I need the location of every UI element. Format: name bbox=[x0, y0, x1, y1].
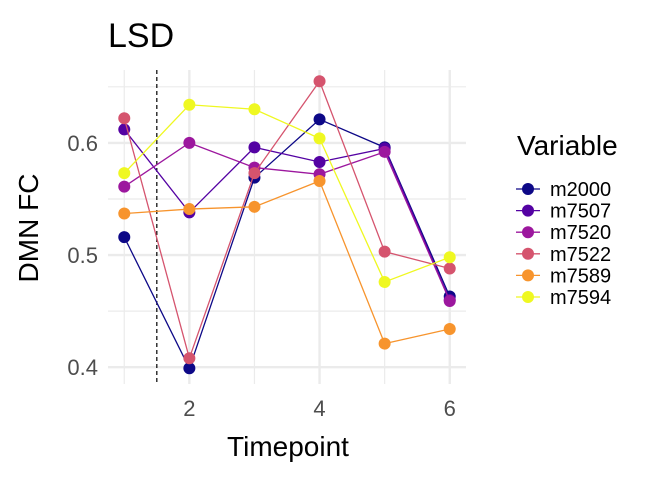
data-point bbox=[118, 123, 131, 136]
data-point bbox=[118, 167, 131, 180]
legend-label: m2000 bbox=[550, 179, 611, 201]
legend-label: m7507 bbox=[550, 201, 611, 223]
data-point bbox=[183, 98, 196, 111]
series-m7507 bbox=[118, 123, 456, 306]
series-line bbox=[123, 79, 450, 361]
data-point bbox=[313, 155, 326, 168]
data-point bbox=[378, 275, 391, 288]
legend-key-point bbox=[522, 247, 534, 260]
data-point bbox=[313, 113, 326, 126]
data-point bbox=[443, 251, 456, 264]
data-point bbox=[118, 207, 131, 220]
legend-key-point bbox=[522, 226, 534, 239]
data-point bbox=[313, 175, 326, 188]
legend-label: m7520 bbox=[550, 222, 611, 244]
y-axis-title: DMN FC bbox=[13, 174, 44, 283]
y-tick-label: 0.5 bbox=[67, 243, 98, 268]
legend-item: m2000 bbox=[516, 179, 611, 201]
data-point bbox=[443, 295, 456, 308]
x-tick-label: 4 bbox=[313, 396, 325, 421]
legend-key-point bbox=[522, 183, 534, 195]
series-m7594 bbox=[118, 98, 456, 288]
series-layer bbox=[118, 75, 456, 375]
data-point bbox=[248, 103, 261, 116]
data-point bbox=[378, 145, 391, 158]
legend-key-point bbox=[522, 291, 534, 303]
legend-label: m7522 bbox=[550, 244, 611, 266]
data-point bbox=[118, 112, 131, 125]
legend-title: Variable bbox=[517, 130, 618, 161]
series-line bbox=[124, 180, 450, 345]
legend-key-point bbox=[522, 269, 534, 282]
y-tick-label: 0.4 bbox=[67, 355, 98, 380]
series-line bbox=[123, 142, 451, 302]
data-point bbox=[443, 262, 456, 275]
series-line bbox=[123, 118, 451, 370]
plot-panel bbox=[108, 70, 466, 384]
data-point bbox=[248, 167, 261, 180]
x-tick-label: 6 bbox=[444, 396, 456, 421]
data-point bbox=[118, 180, 131, 193]
legend-item: m7507 bbox=[516, 201, 611, 223]
data-point bbox=[313, 132, 326, 145]
x-axis: 2 4 6 bbox=[183, 396, 456, 421]
y-tick-label: 0.6 bbox=[67, 131, 98, 156]
data-point bbox=[118, 231, 131, 244]
x-axis-title: Timepoint bbox=[227, 431, 349, 462]
series-m2000 bbox=[118, 113, 456, 375]
legend-item: m7594 bbox=[516, 287, 611, 309]
data-point bbox=[313, 75, 326, 88]
series-m7522 bbox=[118, 75, 456, 365]
data-point bbox=[378, 337, 391, 350]
legend-item: m7589 bbox=[516, 265, 611, 287]
data-point bbox=[183, 352, 196, 365]
data-point bbox=[248, 141, 261, 154]
legend-label: m7589 bbox=[550, 265, 611, 287]
data-point bbox=[183, 362, 196, 375]
chart-title: LSD bbox=[108, 17, 174, 55]
series-line bbox=[123, 104, 450, 283]
data-point bbox=[378, 245, 391, 258]
data-point bbox=[443, 323, 456, 336]
series-m7589 bbox=[118, 175, 456, 350]
legend-key-point bbox=[522, 204, 534, 217]
data-point bbox=[183, 203, 196, 216]
legend-label: m7594 bbox=[550, 287, 611, 309]
data-point bbox=[248, 200, 261, 213]
x-tick-label: 2 bbox=[183, 396, 195, 421]
legend-item: m7520 bbox=[516, 222, 611, 244]
y-axis: 0.4 0.5 0.6 bbox=[67, 131, 98, 380]
legend-item: m7522 bbox=[516, 244, 611, 266]
series-line bbox=[123, 129, 451, 301]
data-point bbox=[183, 136, 196, 149]
